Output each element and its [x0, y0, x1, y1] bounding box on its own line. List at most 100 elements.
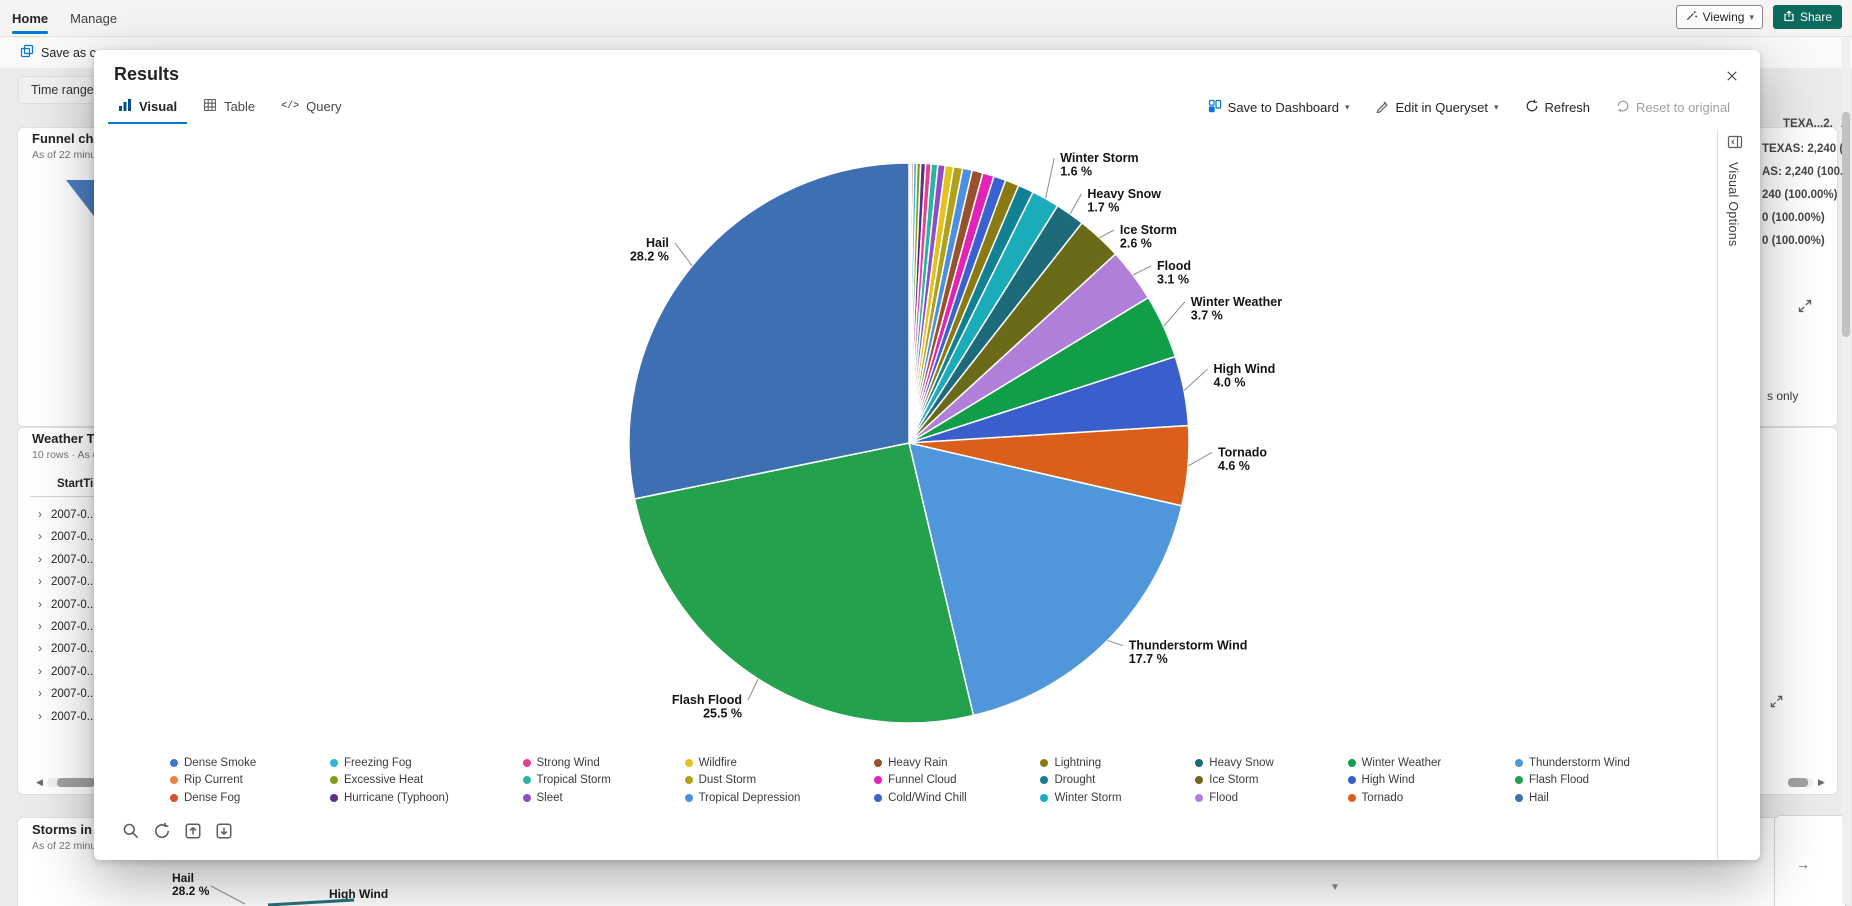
row-expand-chevron-icon[interactable]: ›: [38, 574, 42, 589]
viewing-mode-button[interactable]: Viewing ▾: [1675, 5, 1763, 29]
legend-item[interactable]: Hail: [1514, 789, 1630, 807]
legend-item[interactable]: Hurricane (Typhoon): [329, 789, 449, 807]
zoom-search-icon[interactable]: [120, 820, 142, 842]
legend-color-dot-icon: [684, 793, 693, 802]
legend-item[interactable]: Drought: [1040, 772, 1121, 790]
legend-item[interactable]: Flood: [1195, 789, 1274, 807]
legend-item[interactable]: Tropical Depression: [684, 789, 800, 807]
h-scrollbar-left[interactable]: ◀: [36, 777, 95, 788]
legend-color-dot-icon: [1347, 758, 1356, 767]
legend-item[interactable]: Freezing Fog: [329, 754, 449, 772]
table-row[interactable]: › 2007-0...: [38, 570, 158, 592]
row-expand-chevron-icon[interactable]: ›: [38, 708, 42, 723]
tab-query[interactable]: </> Query: [271, 90, 351, 124]
panel-toggle-icon[interactable]: [1727, 134, 1743, 155]
table-row[interactable]: › 2007-0...: [38, 503, 158, 525]
legend-item[interactable]: Strong Wind: [522, 754, 611, 772]
legend-item[interactable]: Heavy Snow: [1195, 754, 1274, 772]
legend-color-dot-icon: [170, 793, 178, 802]
row-expand-chevron-icon[interactable]: ›: [38, 596, 42, 611]
row-expand-chevron-icon[interactable]: ›: [38, 641, 42, 656]
export-up-icon[interactable]: [182, 820, 204, 842]
legend-item[interactable]: High Wind: [1347, 772, 1442, 790]
row-expand-chevron-icon[interactable]: ›: [38, 686, 42, 701]
reset-to-original-label: Reset to original: [1636, 99, 1730, 115]
save-to-dashboard-button[interactable]: Save to Dashboard ▾: [1208, 99, 1349, 116]
scroll-left-icon[interactable]: ◀: [36, 777, 43, 787]
visual-options-label[interactable]: Visual Options: [1726, 162, 1740, 247]
legend-item[interactable]: Heavy Rain: [874, 754, 967, 772]
next-arrow-icon[interactable]: →: [1796, 856, 1810, 872]
row-expand-chevron-icon[interactable]: ›: [38, 507, 42, 521]
reset-view-icon[interactable]: [151, 820, 173, 842]
storms-hail-value: 28.2 %: [172, 884, 210, 898]
edit-in-queryset-button[interactable]: Edit in Queryset ▾: [1375, 99, 1499, 116]
funnel-label-fragment: TEXAS: 2,240 (: [1762, 143, 1844, 155]
pie-slice[interactable]: [628, 162, 910, 500]
legend-item[interactable]: Dense Fog: [170, 789, 256, 807]
legend-item[interactable]: Dust Storm: [684, 772, 801, 790]
share-button[interactable]: Share: [1772, 5, 1842, 29]
legend-item[interactable]: Winter Storm: [1040, 789, 1122, 807]
row-expand-chevron-icon[interactable]: ›: [38, 551, 42, 566]
table-row[interactable]: › 2007-0...: [38, 615, 158, 637]
save-to-dashboard-label: Save to Dashboard: [1227, 99, 1339, 115]
legend-color-dot-icon: [1514, 793, 1523, 802]
legend-item[interactable]: Tropical Storm: [522, 772, 611, 790]
legend-item[interactable]: Dense Smoke: [170, 754, 256, 772]
legend-item[interactable]: Lightning: [1040, 754, 1121, 772]
legend-item[interactable]: Sleet: [522, 789, 611, 807]
legend-item[interactable]: Cold/Wind Chill: [874, 789, 967, 807]
legend-item[interactable]: Tornado: [1347, 789, 1442, 807]
legend-color-dot-icon: [522, 776, 531, 785]
legend-label: Winter Weather: [1361, 756, 1442, 769]
table-row[interactable]: › 2007-0...: [38, 593, 158, 615]
nav-tab-manage[interactable]: Manage: [70, 0, 117, 36]
legend-color-dot-icon: [1040, 793, 1049, 802]
download-icon[interactable]: [213, 820, 235, 842]
pie-slice[interactable]: [907, 441, 1183, 717]
table-row[interactable]: › 2007-0...: [38, 525, 158, 547]
slice-label: High Wind 4.0 %: [1214, 362, 1276, 390]
legend-item[interactable]: Thunderstorm Wind: [1514, 754, 1630, 772]
tab-visual[interactable]: Visual: [108, 90, 188, 124]
table-row[interactable]: › 2007-0...: [38, 682, 158, 704]
copy-icon: [20, 44, 34, 61]
table-row[interactable]: › 2007-0...: [38, 705, 158, 727]
tab-query-label: Query: [306, 98, 342, 114]
column-header-starttime[interactable]: StartTi...: [57, 478, 103, 490]
legend-item[interactable]: Excessive Heat: [329, 772, 449, 790]
h-scrollbar-right[interactable]: ▶: [1788, 777, 1825, 788]
table-row[interactable]: › 2007-0...: [38, 660, 158, 682]
expand-tile-icon-2[interactable]: [1769, 694, 1784, 714]
scroll-right-icon[interactable]: ▶: [1818, 777, 1825, 787]
legend-item[interactable]: Rip Current: [170, 772, 256, 790]
nav-tab-home[interactable]: Home: [12, 0, 49, 36]
legend-color-dot-icon: [1195, 793, 1204, 802]
legend-item[interactable]: Winter Weather: [1347, 754, 1442, 772]
legend-item[interactable]: Funnel Cloud: [874, 772, 967, 790]
tab-table[interactable]: Table: [193, 90, 265, 124]
row-expand-chevron-icon[interactable]: ›: [38, 529, 42, 544]
save-as-copy-button[interactable]: Save as co: [0, 44, 103, 61]
table-row[interactable]: › 2007-0...: [38, 637, 158, 659]
table-row[interactable]: › 2007-0...: [38, 548, 158, 570]
legend-color-dot-icon: [329, 776, 338, 785]
row-cell-starttime: 2007-0...: [51, 553, 97, 566]
table-grid-icon: [203, 98, 217, 115]
pie-slice[interactable]: [633, 442, 975, 724]
page-scrollbar-thumb[interactable]: [1842, 112, 1850, 337]
time-range-label: Time range:: [31, 83, 98, 97]
close-button[interactable]: [1720, 64, 1744, 88]
legend-item[interactable]: Ice Storm: [1195, 772, 1274, 790]
row-expand-chevron-icon[interactable]: ›: [38, 618, 42, 633]
reset-to-original-button[interactable]: Reset to original: [1616, 99, 1730, 116]
legend-item[interactable]: Wildfire: [684, 754, 801, 772]
scroll-down-icon[interactable]: ▼: [1330, 882, 1340, 893]
expand-tile-icon[interactable]: [1797, 298, 1813, 319]
legend-item[interactable]: Flash Flood: [1514, 772, 1630, 790]
refresh-button[interactable]: Refresh: [1525, 99, 1590, 116]
page-scrollbar[interactable]: [1842, 38, 1850, 904]
row-expand-chevron-icon[interactable]: ›: [38, 663, 42, 678]
